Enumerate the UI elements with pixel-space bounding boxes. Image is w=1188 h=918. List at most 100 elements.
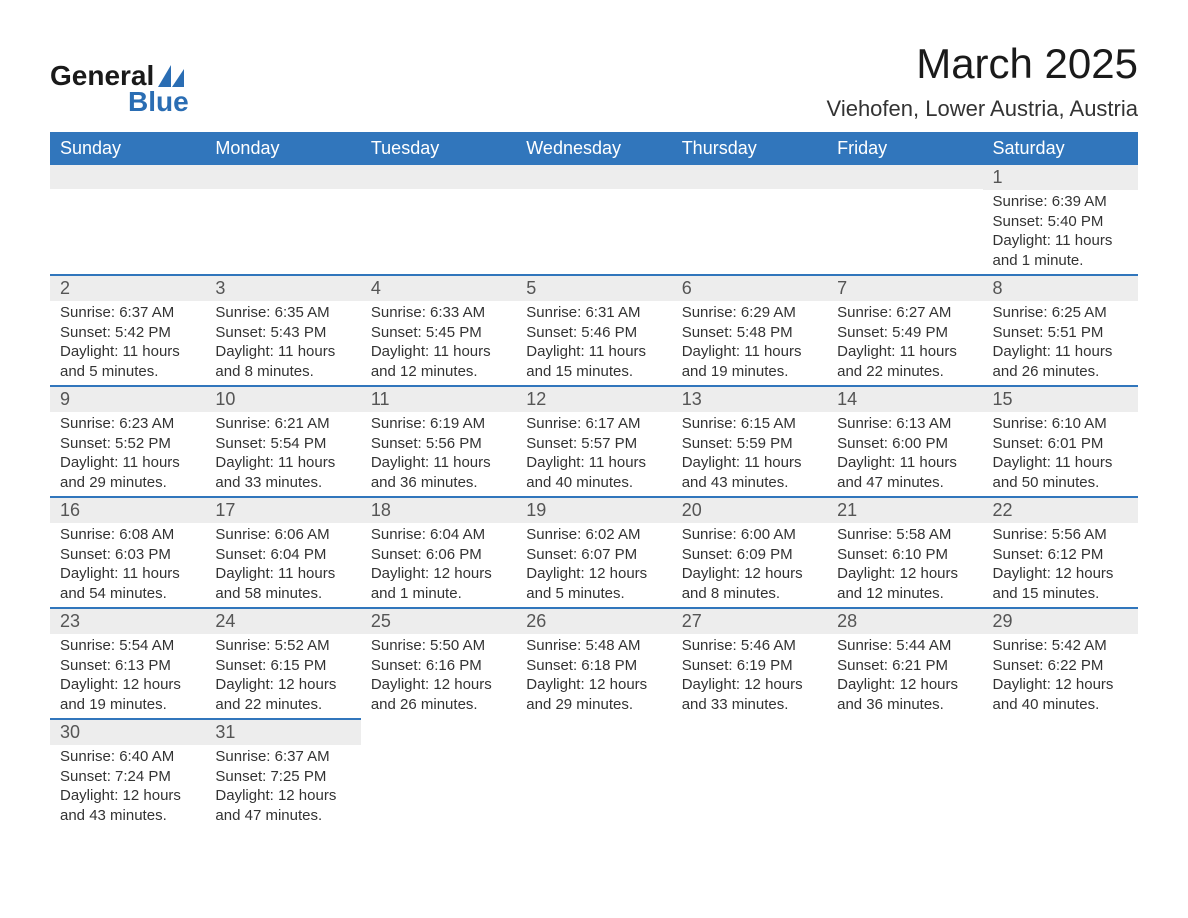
calendar-week-row: 9Sunrise: 6:23 AMSunset: 5:52 PMDaylight… [50,386,1138,497]
day-number: 14 [827,387,982,412]
daylight-line2: and 12 minutes. [837,584,972,604]
sunset-text: Sunset: 6:03 PM [60,545,195,565]
sunrise-text: Sunrise: 6:21 AM [215,414,350,434]
calendar-empty-cell [361,719,516,829]
sunset-text: Sunset: 6:19 PM [682,656,817,676]
day-details: Sunrise: 5:58 AMSunset: 6:10 PMDaylight:… [827,523,982,607]
calendar-day-cell: 10Sunrise: 6:21 AMSunset: 5:54 PMDayligh… [205,386,360,497]
empty-daynum [827,719,982,743]
calendar-day-cell: 8Sunrise: 6:25 AMSunset: 5:51 PMDaylight… [983,275,1138,386]
daylight-line1: Daylight: 11 hours [526,453,661,473]
sunset-text: Sunset: 7:25 PM [215,767,350,787]
sunrise-text: Sunrise: 6:39 AM [993,192,1128,212]
day-number: 20 [672,498,827,523]
calendar-day-cell: 26Sunrise: 5:48 AMSunset: 6:18 PMDayligh… [516,608,671,719]
daylight-line1: Daylight: 12 hours [60,786,195,806]
daylight-line2: and 50 minutes. [993,473,1128,493]
daylight-line1: Daylight: 11 hours [993,342,1128,362]
day-number: 19 [516,498,671,523]
sunrise-text: Sunrise: 6:04 AM [371,525,506,545]
day-details: Sunrise: 6:33 AMSunset: 5:45 PMDaylight:… [361,301,516,385]
calendar-day-cell: 20Sunrise: 6:00 AMSunset: 6:09 PMDayligh… [672,497,827,608]
sunrise-text: Sunrise: 6:23 AM [60,414,195,434]
daylight-line2: and 33 minutes. [215,473,350,493]
empty-daynum [672,165,827,189]
sunrise-text: Sunrise: 6:08 AM [60,525,195,545]
day-number: 16 [50,498,205,523]
calendar-day-cell: 16Sunrise: 6:08 AMSunset: 6:03 PMDayligh… [50,497,205,608]
sunrise-text: Sunrise: 6:29 AM [682,303,817,323]
day-number: 24 [205,609,360,634]
brand-triangle-icon [158,65,184,87]
empty-daynum [672,719,827,743]
daylight-line1: Daylight: 11 hours [215,342,350,362]
sunset-text: Sunset: 6:10 PM [837,545,972,565]
empty-daynum [827,165,982,189]
day-details: Sunrise: 6:08 AMSunset: 6:03 PMDaylight:… [50,523,205,607]
calendar-empty-cell [205,165,360,275]
sunset-text: Sunset: 6:07 PM [526,545,661,565]
daylight-line1: Daylight: 12 hours [682,564,817,584]
calendar-empty-cell [361,165,516,275]
sunset-text: Sunset: 5:40 PM [993,212,1128,232]
day-number: 1 [983,165,1138,190]
daylight-line2: and 47 minutes. [837,473,972,493]
daylight-line2: and 40 minutes. [993,695,1128,715]
day-number: 15 [983,387,1138,412]
day-number: 11 [361,387,516,412]
calendar-empty-cell [983,719,1138,829]
day-details: Sunrise: 6:10 AMSunset: 6:01 PMDaylight:… [983,412,1138,496]
day-details: Sunrise: 6:27 AMSunset: 5:49 PMDaylight:… [827,301,982,385]
calendar-empty-cell [827,719,982,829]
day-details: Sunrise: 6:06 AMSunset: 6:04 PMDaylight:… [205,523,360,607]
weekday-header: Wednesday [516,132,671,165]
daylight-line2: and 5 minutes. [60,362,195,382]
empty-daynum [516,165,671,189]
day-number: 30 [50,720,205,745]
calendar-day-cell: 23Sunrise: 5:54 AMSunset: 6:13 PMDayligh… [50,608,205,719]
weekday-header: Sunday [50,132,205,165]
calendar-week-row: 30Sunrise: 6:40 AMSunset: 7:24 PMDayligh… [50,719,1138,829]
brand-line2: Blue [128,86,189,118]
daylight-line2: and 12 minutes. [371,362,506,382]
daylight-line1: Daylight: 11 hours [837,342,972,362]
sunrise-text: Sunrise: 5:48 AM [526,636,661,656]
daylight-line2: and 15 minutes. [526,362,661,382]
sunrise-text: Sunrise: 6:25 AM [993,303,1128,323]
calendar-day-cell: 4Sunrise: 6:33 AMSunset: 5:45 PMDaylight… [361,275,516,386]
daylight-line1: Daylight: 12 hours [682,675,817,695]
day-details: Sunrise: 6:00 AMSunset: 6:09 PMDaylight:… [672,523,827,607]
sunset-text: Sunset: 6:21 PM [837,656,972,676]
daylight-line2: and 33 minutes. [682,695,817,715]
sunset-text: Sunset: 6:18 PM [526,656,661,676]
sunset-text: Sunset: 5:52 PM [60,434,195,454]
calendar-day-cell: 5Sunrise: 6:31 AMSunset: 5:46 PMDaylight… [516,275,671,386]
empty-daynum [361,719,516,743]
sunrise-text: Sunrise: 5:54 AM [60,636,195,656]
sunset-text: Sunset: 7:24 PM [60,767,195,787]
daylight-line2: and 5 minutes. [526,584,661,604]
calendar-day-cell: 14Sunrise: 6:13 AMSunset: 6:00 PMDayligh… [827,386,982,497]
sunset-text: Sunset: 5:59 PM [682,434,817,454]
daylight-line2: and 47 minutes. [215,806,350,826]
sunrise-text: Sunrise: 6:27 AM [837,303,972,323]
day-number: 7 [827,276,982,301]
daylight-line1: Daylight: 11 hours [682,342,817,362]
daylight-line1: Daylight: 11 hours [993,453,1128,473]
sunrise-text: Sunrise: 6:37 AM [60,303,195,323]
daylight-line1: Daylight: 12 hours [371,564,506,584]
daylight-line2: and 8 minutes. [682,584,817,604]
daylight-line1: Daylight: 11 hours [371,342,506,362]
sunset-text: Sunset: 5:51 PM [993,323,1128,343]
daylight-line1: Daylight: 11 hours [682,453,817,473]
daylight-line1: Daylight: 11 hours [60,564,195,584]
day-details: Sunrise: 5:48 AMSunset: 6:18 PMDaylight:… [516,634,671,718]
day-number: 21 [827,498,982,523]
weekday-header: Saturday [983,132,1138,165]
day-number: 10 [205,387,360,412]
empty-daynum [50,165,205,189]
weekday-header: Friday [827,132,982,165]
calendar-day-cell: 7Sunrise: 6:27 AMSunset: 5:49 PMDaylight… [827,275,982,386]
daylight-line1: Daylight: 11 hours [60,453,195,473]
sunrise-text: Sunrise: 6:37 AM [215,747,350,767]
